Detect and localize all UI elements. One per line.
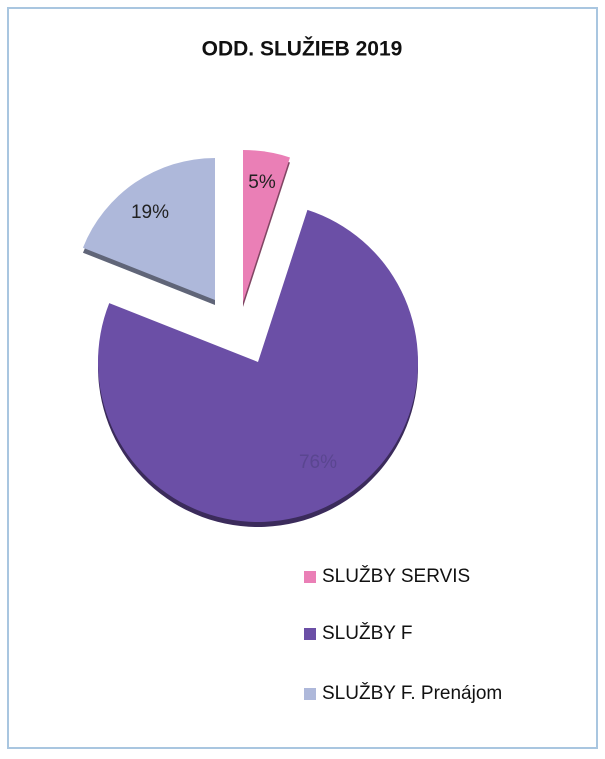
chart-title: ODD. SLUŽIEB 2019 (202, 37, 403, 61)
legend-swatch (304, 688, 316, 700)
legend-label: SLUŽBY F. Prenájom (322, 682, 502, 704)
data-label: 5% (248, 172, 276, 193)
data-label: 19% (131, 202, 169, 223)
legend-label: SLUŽBY F (322, 622, 412, 644)
legend-label: SLUŽBY SERVIS (322, 565, 470, 587)
legend-swatch (304, 628, 316, 640)
data-label: 76% (299, 452, 337, 473)
slice (82, 158, 215, 300)
legend-swatch (304, 571, 316, 583)
slice (97, 209, 418, 523)
slice (243, 150, 290, 302)
